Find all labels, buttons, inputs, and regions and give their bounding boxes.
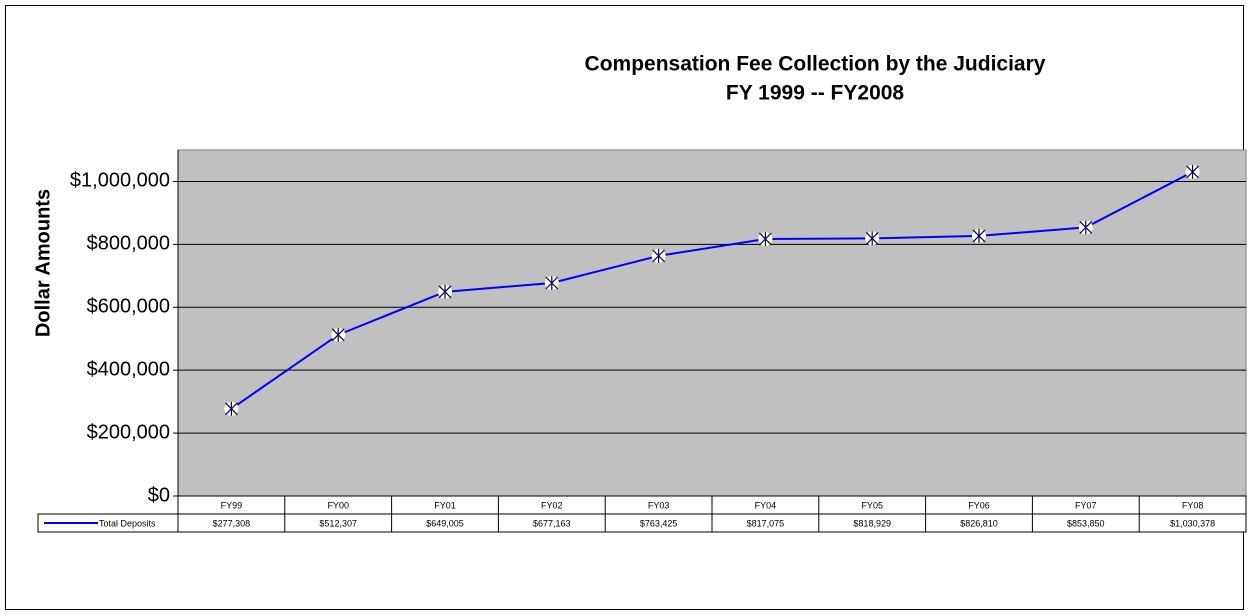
y-tick-label: $0 [148, 484, 170, 506]
marker-star [224, 401, 238, 416]
x-tick-label: FY03 [648, 500, 670, 510]
data-label: $826,810 [960, 518, 998, 528]
x-tick-label: FY00 [327, 500, 349, 510]
y-tick-label: $200,000 [87, 421, 170, 443]
data-label: $817,075 [747, 518, 785, 528]
x-tick-label: FY05 [861, 500, 883, 510]
data-point [1185, 164, 1200, 179]
marker-star [758, 231, 772, 246]
marker-star [652, 248, 666, 263]
x-tick-label: FY01 [434, 500, 456, 510]
data-point [972, 228, 986, 243]
y-tick-label: $800,000 [87, 233, 170, 255]
data-point [438, 284, 452, 299]
data-label: $1,030,378 [1170, 518, 1215, 528]
data-line [230, 171, 1194, 410]
marker-star [438, 284, 452, 299]
x-tick-label: FY08 [1182, 500, 1204, 510]
marker-star [1186, 164, 1200, 179]
chart-title: Compensation Fee Collection by the Judic… [585, 53, 1046, 76]
data-point [331, 327, 346, 342]
marker-star [972, 228, 986, 243]
plot-area [177, 149, 1247, 497]
x-tick-label: FY02 [541, 500, 563, 510]
data-point [1078, 220, 1093, 235]
y-axis-label: Dollar Amounts [32, 189, 54, 337]
data-label: $763,425 [640, 518, 678, 528]
legend-label: Total Deposits [99, 518, 156, 528]
data-label: $277,308 [213, 518, 251, 528]
chart-subtitle: FY 1999 -- FY2008 [726, 82, 905, 105]
x-tick-label: FY07 [1075, 500, 1097, 510]
data-label: $818,929 [853, 518, 891, 528]
data-label: $853,850 [1067, 518, 1105, 528]
data-point [224, 401, 239, 416]
data-point [865, 231, 880, 246]
data-label: $649,005 [426, 518, 464, 528]
x-tick-label: FY06 [968, 500, 990, 510]
data-label: $677,163 [533, 518, 571, 528]
data-point [758, 231, 773, 246]
y-tick-label: $600,000 [87, 296, 170, 318]
data-point [544, 276, 559, 291]
marker-star [865, 231, 879, 246]
marker-star [1079, 220, 1093, 235]
data-point [651, 248, 666, 263]
marker-star [331, 327, 345, 342]
marker-star [545, 276, 559, 291]
x-tick-label: FY99 [221, 500, 243, 510]
x-tick-label: FY04 [755, 500, 777, 510]
y-tick-label: $400,000 [87, 358, 170, 380]
data-label: $512,307 [319, 518, 357, 528]
y-tick-label: $1,000,000 [70, 170, 170, 192]
